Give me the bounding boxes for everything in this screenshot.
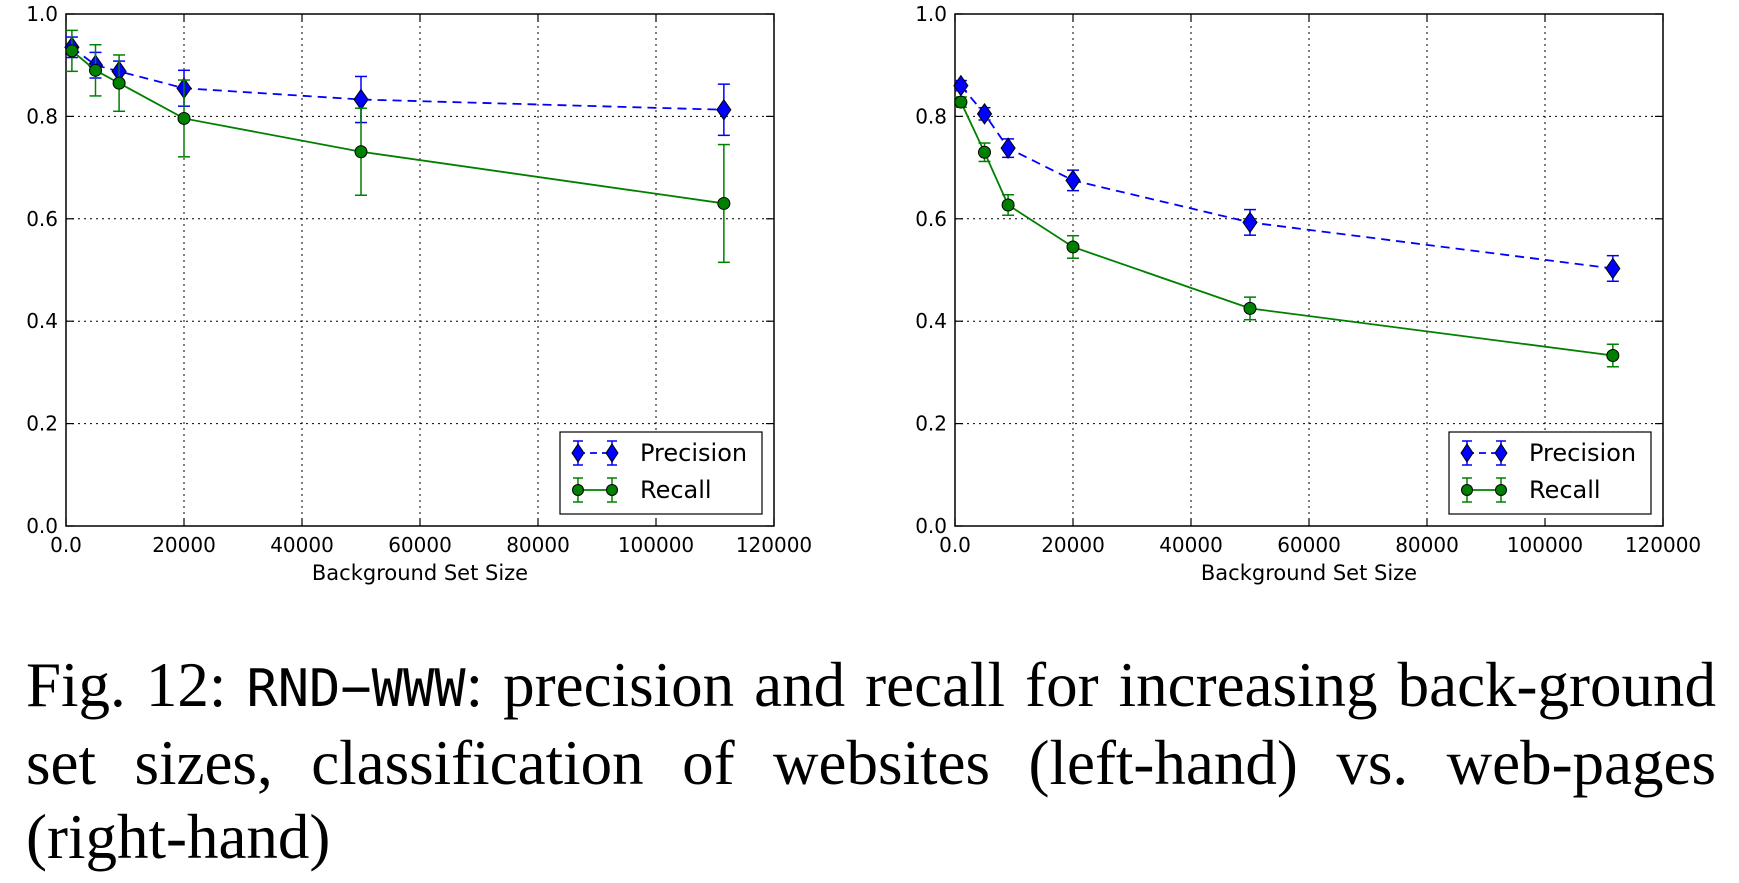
legend-box (1448, 431, 1652, 515)
x-tick-label: 100000 (1507, 533, 1583, 557)
data-point-recall (177, 111, 191, 125)
x-tick-label: 60000 (1277, 533, 1341, 557)
y-tick-label: 0.6 (26, 207, 58, 231)
legend-label-recall: Recall (640, 476, 712, 504)
y-tick-label: 0.8 (915, 104, 947, 128)
data-point-recall (89, 63, 102, 77)
data-point-recall (1066, 240, 1080, 254)
x-tick-label: 80000 (1395, 533, 1459, 557)
x-tick-label: 40000 (1159, 533, 1223, 557)
y-tick-label: 1.0 (915, 2, 947, 26)
legend-marker-precision (1460, 443, 1474, 463)
legend-marker-recall (606, 484, 618, 496)
data-point-precision (353, 88, 369, 111)
data-point-precision (1605, 257, 1621, 280)
y-tick-label: 0.2 (915, 412, 947, 436)
y-tick-label: 0.4 (26, 309, 58, 333)
y-tick-label: 0.0 (915, 514, 947, 538)
y-tick-label: 0.2 (26, 412, 58, 436)
data-point-recall (112, 76, 126, 90)
data-point-recall (65, 44, 79, 58)
legend-marker-precision (605, 443, 619, 463)
data-point-recall (717, 196, 731, 210)
data-point-recall (354, 145, 368, 159)
x-tick-label: 20000 (1041, 533, 1105, 557)
x-tick-label: 60000 (388, 533, 452, 557)
legend: Precision Recall (559, 431, 763, 515)
legend: Precision Recall (1448, 431, 1652, 515)
data-point-precision (1065, 169, 1081, 192)
x-axis-label: Background Set Size (312, 561, 528, 585)
y-tick-label: 0.6 (915, 207, 947, 231)
caption-text: : precision and recall for increasing ba… (26, 650, 1716, 872)
chart-right-webpages: 0.0 20000 40000 60000 80000 100000 120000 0.0 0.… (915, 2, 1701, 585)
data-point-recall (954, 95, 968, 109)
caption-dataset: RND−WWW (246, 659, 466, 719)
y-tick-label: 1.0 (26, 2, 58, 26)
data-point-recall (978, 145, 991, 159)
legend-label-precision: Precision (1529, 439, 1636, 467)
legend-label-recall: Recall (1529, 476, 1601, 504)
legend-marker-recall (1495, 484, 1507, 496)
x-tick-label: 80000 (506, 533, 570, 557)
data-point-precision (976, 102, 993, 125)
y-tick-label: 0.8 (26, 104, 58, 128)
x-tick-label: 120000 (736, 533, 812, 557)
legend-box (559, 431, 763, 515)
data-point-recall (1606, 349, 1620, 363)
legend-marker-recall (572, 484, 584, 496)
series-line-recall (960, 101, 1613, 357)
x-tick-label: 40000 (270, 533, 334, 557)
series-line-recall (71, 50, 724, 205)
legend-label-precision: Precision (640, 439, 747, 467)
x-axis-label: Background Set Size (1201, 561, 1417, 585)
figure-caption: Fig. 12: RND−WWW: precision and recall f… (26, 648, 1716, 874)
x-tick-label: 100000 (618, 533, 694, 557)
data-point-recall (1243, 301, 1257, 315)
charts-canvas: 0.0 20000 40000 60000 80000 100000 1200000.00.… (26, 2, 1701, 585)
legend-marker-precision (571, 443, 585, 463)
x-tick-label: 120000 (1625, 533, 1701, 557)
x-tick-label: 20000 (152, 533, 216, 557)
series-line-precision (960, 85, 1613, 270)
legend-marker-recall (1461, 484, 1473, 496)
legend-marker-precision (1494, 443, 1508, 463)
data-point-recall (1001, 198, 1015, 212)
data-point-precision (716, 98, 732, 121)
y-tick-label: 0.4 (915, 309, 947, 333)
series-line-precision (71, 46, 724, 111)
x-tick-label: 0.0 (50, 533, 82, 557)
data-point-precision (1000, 137, 1016, 160)
y-tick-label: 0.0 (26, 514, 58, 538)
x-tick-label: 0.0 (939, 533, 971, 557)
chart-left-websites: 0.0 20000 40000 60000 80000 100000 120000 0.0 0.… (26, 2, 812, 585)
caption-prefix: Fig. 12: (26, 650, 247, 720)
data-point-precision (1242, 211, 1258, 234)
